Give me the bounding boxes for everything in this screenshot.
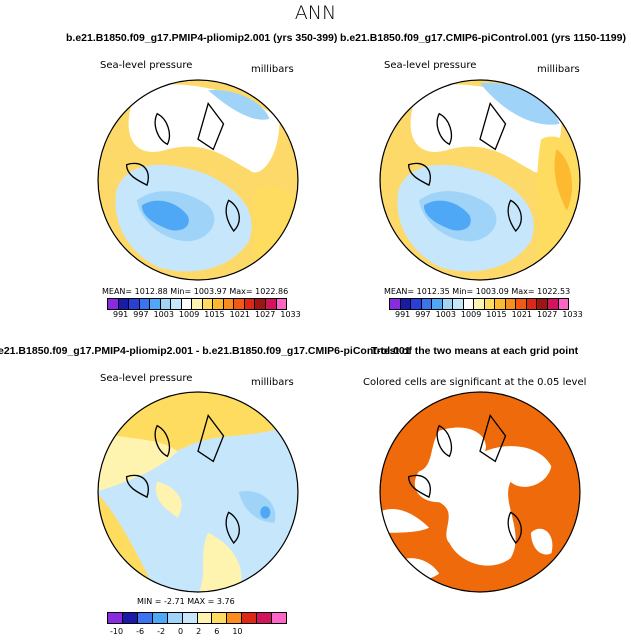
colorbar-swatch <box>227 613 243 623</box>
panel2-polar-map <box>379 79 581 281</box>
colorbar-tick-label: 1003 <box>153 310 174 319</box>
colorbar-swatch <box>265 299 277 309</box>
colorbar-tick-label: 1015 <box>486 310 507 319</box>
colorbar-tick-label: 6 <box>214 627 220 636</box>
colorbar-swatch <box>118 299 130 309</box>
colorbar-swatch <box>453 299 464 309</box>
colorbar-tick-label: 1033 <box>562 310 583 319</box>
colorbar-tick-label: -2 <box>157 627 166 636</box>
colorbar-tick-label: 1015 <box>204 310 225 319</box>
colorbar-tick-label: -10 <box>110 627 124 636</box>
colorbar-swatch <box>421 299 433 309</box>
colorbar-tick-label: 991 <box>113 310 129 319</box>
panel4-title: T-test of the two means at each grid poi… <box>371 345 579 357</box>
colorbar-swatch <box>463 299 475 309</box>
colorbar-swatch <box>139 299 151 309</box>
colorbar-swatch <box>400 299 412 309</box>
colorbar-swatch <box>122 613 138 623</box>
colorbar-swatch <box>129 299 140 309</box>
panel3-colorbar <box>107 612 287 624</box>
colorbar-swatch <box>160 299 172 309</box>
panel4-polar-map <box>379 391 581 593</box>
panel1-colorbar <box>107 298 287 310</box>
main-title: ANN <box>294 2 337 24</box>
colorbar-tick-label: 10 <box>232 627 243 636</box>
colorbar-tick-label: 1009 <box>460 310 482 319</box>
colorbar-tick-label: 1003 <box>435 310 456 319</box>
panel3-stats: MIN = -2.71 MAX = 3.76 <box>137 597 235 606</box>
colorbar-swatch <box>108 613 123 623</box>
colorbar-swatch <box>244 299 256 309</box>
panel2-colorbar-labels: 991 997 1003 1009 1015 1021 1027 1033 <box>395 310 588 319</box>
panel2-field-label: Sea-level pressure <box>384 60 477 71</box>
panel1-colorbar-labels: 991 997 1003 1009 1015 1021 1027 1033 <box>113 310 306 319</box>
colorbar-swatch <box>547 299 559 309</box>
colorbar-swatch <box>234 299 245 309</box>
colorbar-swatch <box>202 299 214 309</box>
colorbar-swatch <box>474 299 485 309</box>
colorbar-swatch <box>505 299 517 309</box>
colorbar-swatch <box>212 613 228 623</box>
colorbar-swatch <box>171 299 182 309</box>
colorbar-tick-label: 1021 <box>511 310 532 319</box>
colorbar-tick-label: 1027 <box>537 310 558 319</box>
colorbar-swatch <box>213 299 224 309</box>
colorbar-swatch <box>137 613 153 623</box>
colorbar-tick-label: 997 <box>133 310 149 319</box>
colorbar-swatch <box>255 299 266 309</box>
colorbar-swatch <box>192 299 203 309</box>
panel1-title: b.e21.B1850.f09_g17.PMIP4-pliomip2.001 (… <box>66 32 338 44</box>
panel1-units-label: millibars <box>251 64 294 75</box>
panel3-units-label: millibars <box>251 377 294 388</box>
colorbar-tick-label: -6 <box>136 627 145 636</box>
colorbar-swatch <box>558 299 569 309</box>
colorbar-swatch <box>390 299 401 309</box>
colorbar-swatch <box>411 299 422 309</box>
colorbar-swatch <box>108 299 119 309</box>
colorbar-swatch <box>197 613 213 623</box>
panel2-title: b.e21.B1850.f09_g17.CMIP6-piControl.001 … <box>340 32 626 44</box>
colorbar-swatch <box>516 299 527 309</box>
panel3-title: e21.B1850.f09_g17.PMIP4-pliomip2.001 - b… <box>0 345 411 357</box>
panel2-units-label: millibars <box>537 64 580 75</box>
colorbar-tick-label: 1027 <box>255 310 276 319</box>
panel2-stats: MEAN= 1012.35 Min= 1003.09 Max= 1022.53 <box>384 287 571 296</box>
panel3-polar-map <box>97 391 299 593</box>
colorbar-swatch <box>442 299 454 309</box>
colorbar-swatch <box>484 299 496 309</box>
colorbar-tick-label: 1021 <box>229 310 250 319</box>
colorbar-swatch <box>257 613 273 623</box>
colorbar-swatch <box>150 299 161 309</box>
colorbar-swatch <box>495 299 506 309</box>
colorbar-tick-label: 2 <box>196 627 202 636</box>
colorbar-tick-label: 1033 <box>280 310 301 319</box>
panel1-stats: MEAN= 1012.88 Min= 1003.97 Max= 1022.86 <box>102 287 289 296</box>
panel4-field-label: Colored cells are significant at the 0.0… <box>363 377 587 388</box>
colorbar-tick-label: 991 <box>395 310 411 319</box>
colorbar-swatch <box>526 299 538 309</box>
colorbar-swatch <box>276 299 287 309</box>
colorbar-swatch <box>181 299 193 309</box>
colorbar-tick-label: 1009 <box>178 310 200 319</box>
colorbar-swatch <box>432 299 443 309</box>
colorbar-swatch <box>223 299 235 309</box>
panel3-field-label: Sea-level pressure <box>100 373 193 384</box>
colorbar-swatch <box>167 613 183 623</box>
colorbar-swatch <box>242 613 258 623</box>
colorbar-tick-label: 0 <box>178 627 184 636</box>
panel1-polar-map <box>97 79 299 281</box>
panel2-colorbar <box>389 298 569 310</box>
colorbar-swatch <box>537 299 548 309</box>
colorbar-swatch <box>182 613 198 623</box>
colorbar-tick-label: 997 <box>415 310 431 319</box>
panel1-field-label: Sea-level pressure <box>100 60 193 71</box>
panel3-colorbar-labels: -10 -6 -2 0 2 6 10 <box>110 627 256 636</box>
colorbar-swatch <box>272 613 287 623</box>
colorbar-swatch <box>152 613 168 623</box>
